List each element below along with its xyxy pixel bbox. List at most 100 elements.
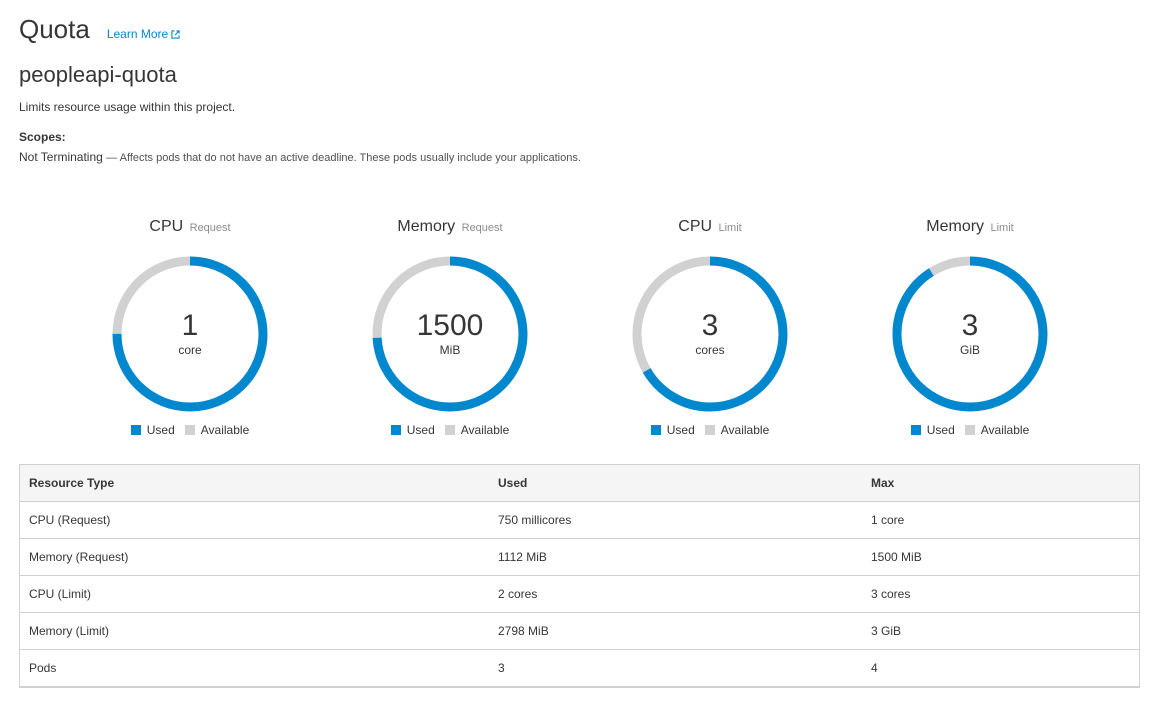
- chart-memory-request: Memory Request 1500 MiB Used Available: [330, 218, 570, 437]
- chart-legend: Used Available: [330, 423, 570, 437]
- donut-svg: [892, 256, 1048, 412]
- table-row: CPU (Request) 750 millicores 1 core: [19, 501, 1140, 539]
- legend-available: Available: [704, 423, 770, 437]
- legend-available-swatch: [964, 425, 975, 435]
- page-title: Quota: [19, 14, 90, 44]
- chart-title: CPU Limit: [590, 218, 830, 236]
- chart-qualifier: Limit: [718, 222, 742, 234]
- donut-unit: GiB: [959, 343, 980, 357]
- chart-title-main: CPU: [149, 218, 184, 235]
- cell-resource-type: CPU (Request): [19, 501, 488, 539]
- chart-cpu-request: CPU Request 1 core Used Available: [70, 218, 310, 437]
- donut-center: 1 core: [110, 254, 270, 414]
- donut-center: 3 GiB: [890, 254, 1050, 414]
- legend-used-label: Used: [406, 423, 435, 437]
- table-row: Memory (Limit) 2798 MiB 3 GiB: [19, 612, 1140, 650]
- legend-available-label: Available: [200, 423, 250, 437]
- cell-used: 3: [488, 649, 861, 687]
- legend-used-label: Used: [926, 423, 955, 437]
- cell-resource-type: Memory (Limit): [19, 612, 488, 650]
- scope-item: Not Terminating — Affects pods that do n…: [19, 150, 581, 164]
- page-header: Quota Learn More: [19, 14, 180, 45]
- table-header-row: Resource Type Used Max: [19, 464, 1140, 502]
- chart-legend: Used Available: [70, 423, 310, 437]
- legend-available: Available: [184, 423, 250, 437]
- legend-used: Used: [910, 423, 955, 437]
- cell-used: 1112 MiB: [488, 538, 861, 576]
- scope-description: — Affects pods that do not have an activ…: [106, 152, 581, 164]
- donut-svg: [632, 256, 788, 412]
- donut-value: 1500: [416, 309, 484, 342]
- legend-used: Used: [390, 423, 435, 437]
- chart-title: CPU Request: [70, 218, 310, 236]
- external-link-icon: [171, 29, 180, 39]
- chart-memory-limit: Memory Limit 3 GiB Used Available: [850, 218, 1090, 437]
- cell-used: 2 cores: [488, 575, 861, 613]
- legend-available-label: Available: [460, 423, 510, 437]
- table-row: Pods 3 4: [19, 649, 1140, 687]
- donut-value: 1: [181, 309, 199, 342]
- chart-title: Memory Request: [330, 218, 570, 236]
- donut-center: 1500 MiB: [370, 254, 530, 414]
- cell-max: 4: [861, 649, 1140, 687]
- chart-legend: Used Available: [850, 423, 1090, 437]
- chart-qualifier: Request: [461, 222, 503, 234]
- chart-title-main: Memory: [926, 218, 985, 235]
- chart-title-main: Memory: [397, 218, 456, 235]
- quota-table: Resource Type Used Max CPU (Request) 750…: [19, 464, 1140, 687]
- scopes-label: Scopes:: [19, 130, 66, 144]
- donut-unit: cores: [695, 343, 725, 357]
- donut-chart: 1 core: [110, 254, 270, 414]
- cell-resource-type: Pods: [19, 649, 488, 687]
- legend-available-swatch: [704, 425, 715, 435]
- legend-used-swatch: [910, 425, 921, 435]
- donut-chart: 3 GiB: [890, 254, 1050, 414]
- legend-used-swatch: [650, 425, 661, 435]
- quota-name: peopleapi-quota: [19, 62, 177, 87]
- chart-title-main: CPU: [678, 218, 713, 235]
- cell-max: 3 cores: [861, 575, 1140, 613]
- quota-charts: CPU Request 1 core Used Available Memory…: [0, 218, 1150, 448]
- donut-svg: [112, 256, 268, 412]
- column-header-used: Used: [488, 464, 861, 502]
- legend-used: Used: [130, 423, 175, 437]
- chart-qualifier: Request: [189, 222, 231, 234]
- column-header-max: Max: [861, 464, 1140, 502]
- legend-used-swatch: [390, 425, 401, 435]
- donut-svg: [372, 256, 528, 412]
- legend-used-label: Used: [666, 423, 695, 437]
- cell-max: 1500 MiB: [861, 538, 1140, 576]
- donut-used-arc: [632, 256, 788, 412]
- table-row: CPU (Limit) 2 cores 3 cores: [19, 575, 1140, 613]
- donut-unit: MiB: [439, 343, 461, 357]
- donut-value: 3: [701, 309, 719, 342]
- scope-name: Not Terminating: [19, 150, 103, 164]
- table-row: Memory (Request) 1112 MiB 1500 MiB: [19, 538, 1140, 576]
- donut-center: 3 cores: [630, 254, 790, 414]
- column-header-resource-type: Resource Type: [19, 464, 488, 502]
- legend-used-label: Used: [146, 423, 175, 437]
- donut-used-arc: [892, 256, 1048, 412]
- learn-more-link[interactable]: Learn More: [107, 27, 180, 41]
- chart-legend: Used Available: [590, 423, 830, 437]
- learn-more-label: Learn More: [106, 27, 169, 41]
- cell-max: 1 core: [861, 501, 1140, 539]
- legend-available-label: Available: [720, 423, 770, 437]
- legend-available: Available: [444, 423, 510, 437]
- donut-chart: 3 cores: [630, 254, 790, 414]
- legend-used: Used: [650, 423, 695, 437]
- legend-available-swatch: [444, 425, 455, 435]
- donut-used-arc: [112, 256, 268, 412]
- donut-used-arc: [372, 256, 528, 412]
- cell-resource-type: Memory (Request): [19, 538, 488, 576]
- legend-available: Available: [964, 423, 1029, 437]
- donut-value: 3: [961, 309, 979, 342]
- legend-used-swatch: [130, 425, 141, 435]
- cell-used: 750 millicores: [488, 501, 861, 539]
- cell-resource-type: CPU (Limit): [19, 575, 488, 613]
- quota-description: Limits resource usage within this projec…: [19, 100, 236, 114]
- donut-chart: 1500 MiB: [370, 254, 530, 414]
- chart-title: Memory Limit: [850, 218, 1090, 236]
- donut-unit: core: [178, 343, 202, 357]
- chart-qualifier: Limit: [990, 222, 1014, 234]
